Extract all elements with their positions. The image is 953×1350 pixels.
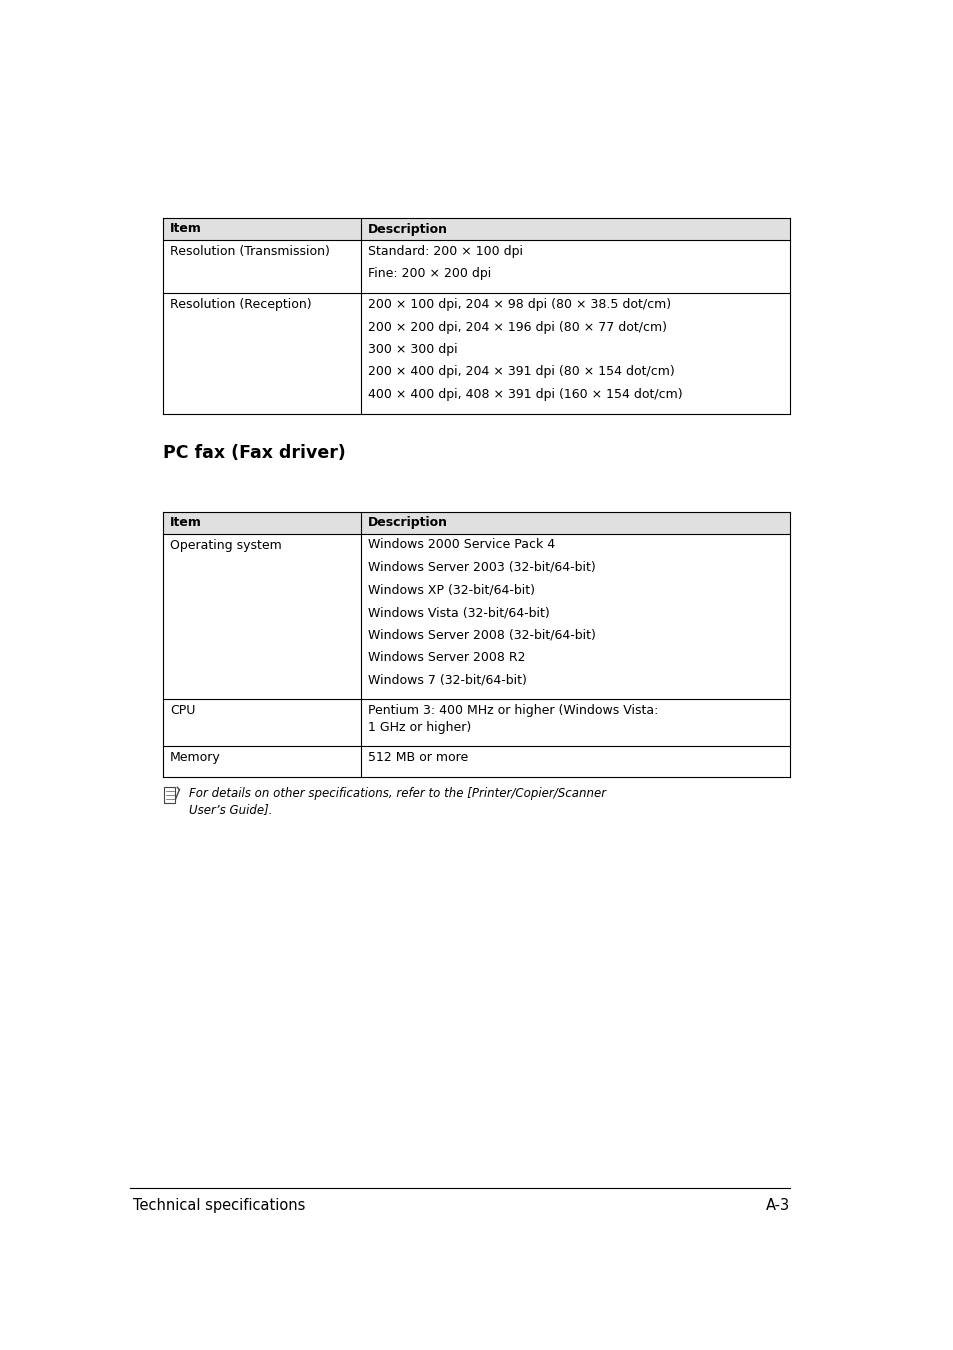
Text: Windows XP (32-bit/64-bit): Windows XP (32-bit/64-bit) xyxy=(367,583,534,597)
Text: Windows Server 2008 (32-bit/64-bit): Windows Server 2008 (32-bit/64-bit) xyxy=(367,629,595,641)
Text: Description: Description xyxy=(367,516,447,529)
Bar xyxy=(163,217,789,240)
Text: Fine: 200 × 200 dpi: Fine: 200 × 200 dpi xyxy=(367,267,490,281)
Text: Item: Item xyxy=(170,223,202,235)
Text: 400 × 400 dpi, 408 × 391 dpi (160 × 154 dot/cm): 400 × 400 dpi, 408 × 391 dpi (160 × 154 … xyxy=(367,387,681,401)
Text: 1 GHz or higher): 1 GHz or higher) xyxy=(367,721,470,733)
Text: Operating system: Operating system xyxy=(170,539,281,552)
Text: A-3: A-3 xyxy=(765,1197,789,1214)
Text: Windows Server 2008 R2: Windows Server 2008 R2 xyxy=(367,651,524,664)
Text: For details on other specifications, refer to the [Printer/Copier/Scanner: For details on other specifications, ref… xyxy=(189,787,605,799)
Text: 512 MB or more: 512 MB or more xyxy=(367,751,467,764)
Text: Technical specifications: Technical specifications xyxy=(132,1197,305,1214)
Text: 200 × 100 dpi, 204 × 98 dpi (80 × 38.5 dot/cm): 200 × 100 dpi, 204 × 98 dpi (80 × 38.5 d… xyxy=(367,298,670,311)
Text: Windows 7 (32-bit/64-bit): Windows 7 (32-bit/64-bit) xyxy=(367,674,526,687)
Text: Windows Vista (32-bit/64-bit): Windows Vista (32-bit/64-bit) xyxy=(367,606,549,620)
Text: Windows 2000 Service Pack 4: Windows 2000 Service Pack 4 xyxy=(367,539,554,552)
Text: Standard: 200 × 100 dpi: Standard: 200 × 100 dpi xyxy=(367,244,522,258)
Text: Pentium 3: 400 MHz or higher (Windows Vista:: Pentium 3: 400 MHz or higher (Windows Vi… xyxy=(367,703,658,717)
Text: CPU: CPU xyxy=(170,703,195,717)
Bar xyxy=(164,787,174,802)
Text: 200 × 400 dpi, 204 × 391 dpi (80 × 154 dot/cm): 200 × 400 dpi, 204 × 391 dpi (80 × 154 d… xyxy=(367,366,674,378)
Text: Resolution (Reception): Resolution (Reception) xyxy=(170,298,312,311)
Text: Resolution (Transmission): Resolution (Transmission) xyxy=(170,244,330,258)
Text: Memory: Memory xyxy=(170,751,220,764)
Text: Description: Description xyxy=(367,223,447,235)
Text: PC fax (Fax driver): PC fax (Fax driver) xyxy=(163,444,345,462)
Text: 200 × 200 dpi, 204 × 196 dpi (80 × 77 dot/cm): 200 × 200 dpi, 204 × 196 dpi (80 × 77 do… xyxy=(367,320,666,333)
Bar xyxy=(163,512,789,533)
Text: Item: Item xyxy=(170,516,202,529)
Text: User’s Guide].: User’s Guide]. xyxy=(189,803,273,815)
Text: Windows Server 2003 (32-bit/64-bit): Windows Server 2003 (32-bit/64-bit) xyxy=(367,562,595,574)
Text: 300 × 300 dpi: 300 × 300 dpi xyxy=(367,343,456,356)
